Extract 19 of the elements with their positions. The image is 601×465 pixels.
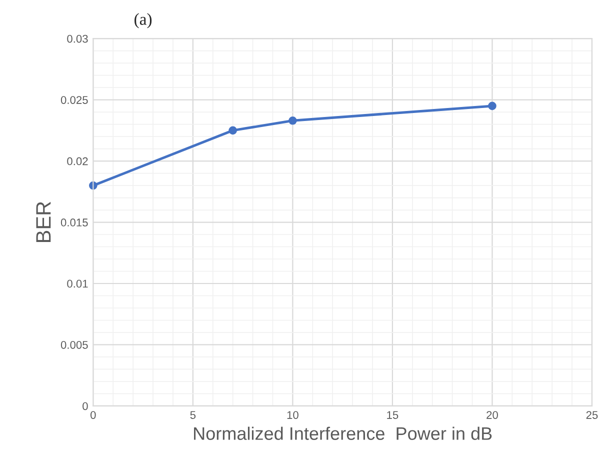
x-tick-label: 20 <box>486 411 498 419</box>
x-tick-label: 5 <box>190 411 196 419</box>
x-tick-label: 15 <box>387 411 398 419</box>
y-tick-label: 0.015 <box>60 218 88 226</box>
point <box>288 116 297 125</box>
x-axis-title: Normalized Interference Power in dB <box>194 426 492 440</box>
point <box>228 126 237 135</box>
chart-title: (a) <box>134 13 152 28</box>
y-tick-label: 0.02 <box>67 157 88 166</box>
y-tick-label: 0.03 <box>67 34 88 43</box>
y-tick-label: 0.01 <box>67 280 88 288</box>
x-tick-label: 25 <box>586 411 598 419</box>
x-tick-label: 0 <box>90 411 96 419</box>
y-tick-label: 0.025 <box>60 96 88 104</box>
y-axis-title: BER <box>36 202 51 242</box>
y-tick-label: 0.005 <box>60 340 88 349</box>
point <box>488 102 496 110</box>
x-tick-label: 10 <box>287 411 298 419</box>
y-tick-label: 0 <box>82 402 88 410</box>
